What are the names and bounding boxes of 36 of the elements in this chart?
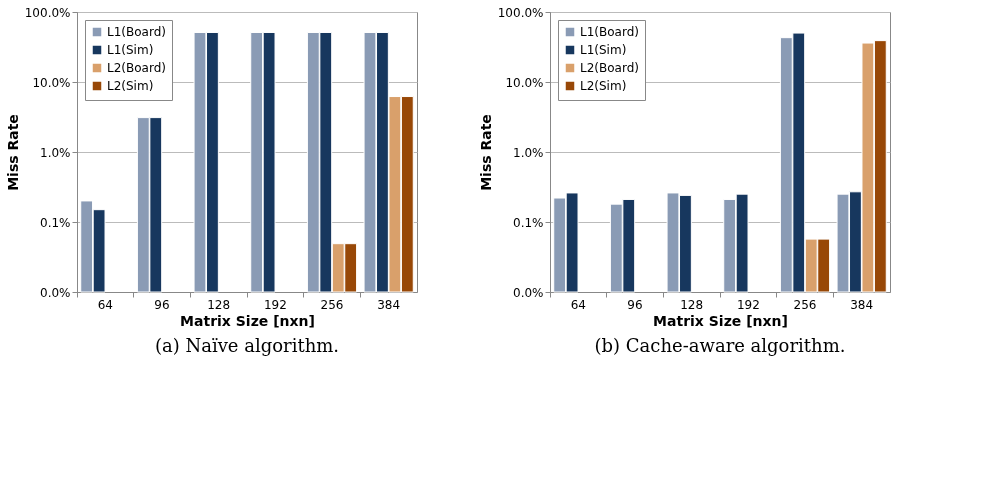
legend-label: L2(Sim) [580,79,627,93]
x-axis-title: Matrix Size [nxn] [180,312,315,329]
y-tick-label: 100.0% [24,5,71,20]
legend-label: L1(Sim) [580,43,627,57]
y-tick-label: 1.0% [40,145,71,160]
x-tick-label: 96 [154,297,170,312]
text: (a) Naïve algorithm. [154,335,340,356]
y-tick-label: 10.0% [505,75,544,90]
legend-label: L1(Board) [107,25,166,39]
y-tick-label: 0.0% [40,285,71,300]
x-tick-label: 128 [680,297,704,312]
x-tick-label: 96 [627,297,643,312]
x-tick-label: 128 [207,297,231,312]
x-tick-label: 384 [377,297,401,312]
legend-label: L2(Board) [580,61,639,75]
y-tick-label: 0.1% [40,215,71,230]
y-tick-label: 0.1% [513,215,544,230]
legend-label: L2(Sim) [107,79,154,93]
y-tick-label: 10.0% [32,75,71,90]
x-tick-label: 192 [263,297,287,312]
y-tick-label: 1.0% [513,145,544,160]
legend-label: L1(Board) [580,25,639,39]
y-axis-title: Miss Rate [4,114,21,191]
x-tick-label: 64 [570,297,586,312]
text: (b) Cache-aware algorithm. [594,335,846,356]
x-tick-label: 192 [736,297,760,312]
y-tick-label: 100.0% [497,5,544,20]
y-axis-title: Miss Rate [477,114,494,191]
x-tick-label: 64 [97,297,113,312]
y-tick-label: 0.0% [513,285,544,300]
x-tick-label: 256 [793,297,817,312]
x-tick-label: 384 [850,297,874,312]
legend-label: L1(Sim) [107,43,154,57]
x-axis-title: Matrix Size [nxn] [653,312,788,329]
x-tick-label: 256 [320,297,344,312]
legend-label: L2(Board) [107,61,166,75]
